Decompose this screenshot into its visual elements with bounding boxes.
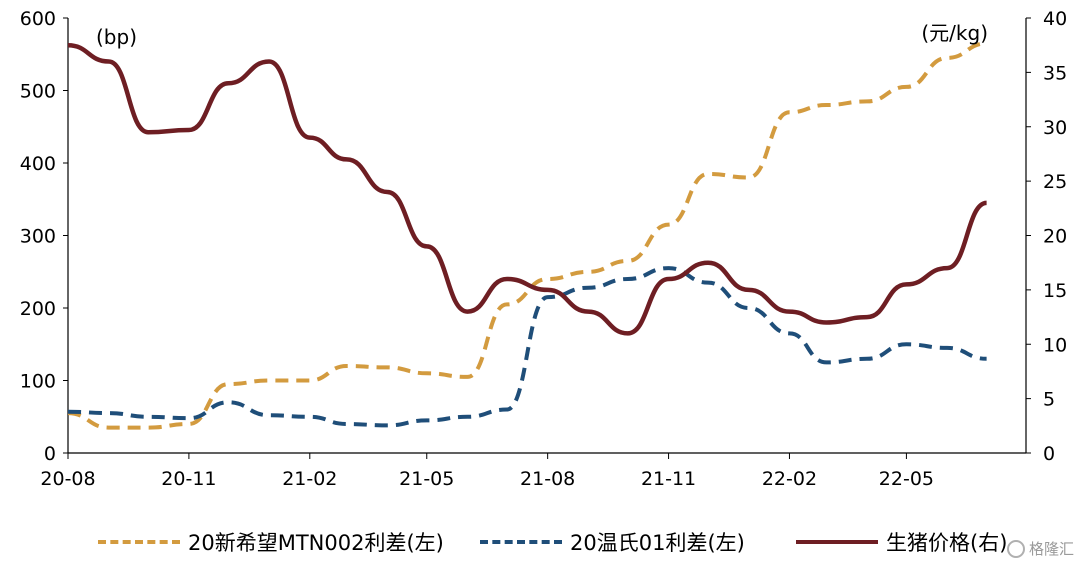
left-y-tick-label: 400 (20, 153, 56, 175)
x-tick-label: 22-05 (879, 468, 934, 490)
left-y-tick-label: 200 (20, 298, 56, 320)
left-y-tick-label: 0 (44, 443, 56, 465)
x-tick-label: 21-08 (520, 468, 575, 490)
x-tick-label: 22-02 (762, 468, 817, 490)
line-chart: 0 100 200 300 400 500 600 0 5 10 15 20 25 30 35 40 20-08… (20, 8, 1067, 490)
watermark-text: 格隆汇 (1028, 540, 1074, 558)
right-y-tick-label: 20 (1043, 226, 1067, 248)
legend-label: 生猪价格(右) (886, 531, 1008, 555)
left-y-tick-label: 500 (20, 81, 56, 103)
gelonghui-logo-icon (1006, 539, 1025, 558)
left-y-tick-label: 600 (20, 8, 56, 30)
left-y-tick-label: 300 (20, 226, 56, 248)
watermark: 格隆汇 (1006, 538, 1074, 559)
x-tick-label: 21-11 (641, 468, 696, 490)
right-y-tick-label: 0 (1043, 443, 1055, 465)
right-y-tick-label: 40 (1043, 8, 1067, 30)
chart-axes (63, 17, 1031, 459)
legend-item-1: 20新希望MTN002利差(左) (98, 524, 444, 560)
right-axis-unit: (元/kg) (921, 21, 988, 45)
legend-swatch (480, 540, 562, 544)
right-y-tick-label: 5 (1043, 389, 1055, 411)
right-y-tick-label: 10 (1043, 334, 1067, 356)
right-y-tick-label: 25 (1043, 171, 1067, 193)
legend-item-2: 20温氏01利差(左) (480, 524, 745, 560)
x-tick-label: 20-08 (40, 468, 95, 490)
legend-item-3: 生猪价格(右) (796, 524, 1007, 560)
series-line-3 (67, 42, 988, 336)
x-tick-label: 21-05 (399, 468, 454, 490)
left-axis-unit: (bp) (96, 25, 137, 49)
legend-swatch (796, 540, 878, 544)
x-tick-label: 21-02 (282, 468, 337, 490)
left-y-tick-label: 100 (20, 371, 56, 393)
legend-label: 20新希望MTN002利差(左) (188, 531, 444, 555)
legend-label: 20温氏01利差(左) (570, 531, 745, 555)
right-y-tick-label: 30 (1043, 117, 1067, 139)
series-line-1 (67, 41, 987, 430)
tick-labels: 0 100 200 300 400 500 600 0 5 10 15 20 25 30 35 40 20-08… (20, 8, 1067, 490)
right-y-tick-label: 35 (1043, 62, 1067, 84)
x-tick-label: 20-11 (161, 468, 216, 490)
legend-swatch (98, 540, 180, 544)
series-line-2 (67, 266, 987, 428)
right-y-tick-label: 15 (1043, 280, 1067, 302)
chart-legend: 20新希望MTN002利差(左) 20温氏01利差(左) 生猪价格(右) (0, 524, 1080, 560)
series-layer (67, 41, 988, 430)
